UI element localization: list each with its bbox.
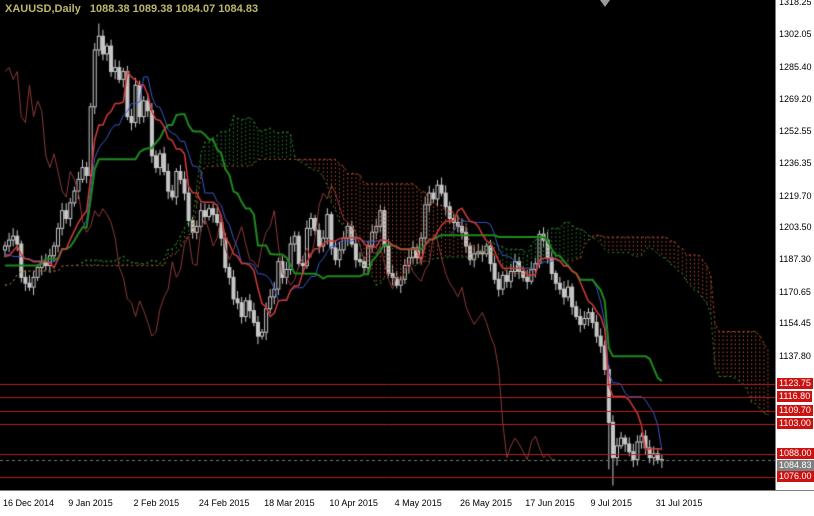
level-price-tag: 1109.70: [777, 405, 813, 417]
price-tick: 1252.55: [779, 126, 812, 137]
date-label: 26 May 2015: [459, 498, 512, 508]
current-price-tag: 1084.83: [777, 459, 814, 471]
price-tick: 1302.05: [779, 29, 812, 40]
date-label: 24 Feb 2015: [198, 498, 250, 508]
price-axis[interactable]: 1318.25 1302.05 1285.40 1269.20 1252.55 1236.…: [775, 0, 814, 490]
symbol-period-label: XAUUSD,Daily: [5, 3, 81, 15]
chart-shift-marker[interactable]: [600, 0, 610, 7]
price-tick: 1137.80: [779, 351, 811, 362]
time-axis[interactable]: 16 Dec 2014 9 Jan 2015 2 Feb 2015 24 Feb 20…: [0, 490, 814, 516]
level-price-tag: 1123.75: [777, 377, 813, 389]
price-tick: 1187.30: [779, 254, 811, 265]
quote-ohlc-label: 1088.38 1089.38 1084.07 1084.83: [89, 3, 259, 15]
price-tick: 1285.40: [779, 61, 812, 72]
price-tick: 1203.50: [779, 222, 812, 233]
date-label: 2 Feb 2015: [133, 498, 180, 508]
date-label: 18 Mar 2015: [264, 498, 315, 508]
level-price-tag: 1088.00: [777, 447, 814, 459]
date-label: 16 Dec 2014: [3, 498, 55, 508]
price-tick: 1269.20: [779, 93, 812, 104]
price-tick: 1154.45: [779, 318, 811, 329]
level-price-tag: 1103.00: [777, 418, 813, 430]
date-label: 31 Jul 2015: [655, 498, 703, 508]
date-label: 10 Apr 2015: [329, 498, 378, 508]
price-tick: 1219.70: [779, 190, 812, 201]
date-label: 9 Jul 2015: [590, 498, 633, 508]
level-price-tag: 1076.00: [777, 471, 814, 483]
level-price-tag: 1116.80: [777, 391, 813, 403]
price-tick: 1318.25: [779, 0, 812, 8]
date-label: 4 May 2015: [394, 498, 442, 508]
price-chart-canvas[interactable]: [0, 0, 775, 490]
date-label: 9 Jan 2015: [68, 498, 113, 508]
price-tick: 1170.65: [779, 286, 811, 297]
price-tick: 1236.35: [779, 157, 812, 168]
chart-title: XAUUSD,Daily 1088.38 1089.38 1084.07 108…: [5, 3, 264, 15]
date-label: 17 Jun 2015: [525, 498, 575, 508]
